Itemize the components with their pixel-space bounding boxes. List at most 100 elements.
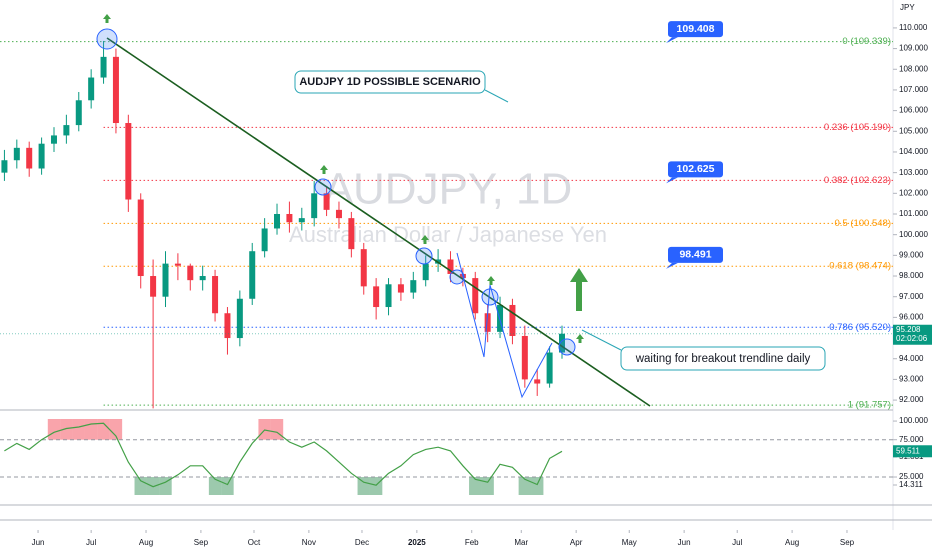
candle-body [261,228,268,252]
y-tick-label: 106.000 [899,106,928,115]
touch-circle [415,247,433,265]
candle-body [311,193,318,219]
overbought-zone [84,419,98,440]
candle-body [373,286,380,308]
oversold-zone [518,477,532,495]
candle-body [521,335,528,380]
x-tick-label: Apr [570,538,583,547]
touch-circle [449,269,465,285]
y-tick-label: 101.000 [899,209,928,218]
candle-body [472,278,479,314]
overbought-zone [60,419,73,440]
fib-label: 0.786 (95.520) [829,322,891,333]
arrow [103,14,111,23]
indicator-last-tag [893,445,932,458]
y-tick-label: 107.000 [899,85,928,94]
oversold-zone [208,477,222,495]
candle-body [100,56,107,78]
candle-body [360,249,367,287]
oversold-zone [221,477,234,495]
x-tick-label: Jun [678,538,691,547]
price-tag-tail [666,37,678,44]
oversold-zone [146,477,160,495]
candle-body [509,304,516,336]
small-arrows [103,14,588,343]
candle-body [335,209,342,219]
candle-body [199,276,206,281]
candle-body [298,218,305,223]
currency-label: JPY [900,3,915,12]
y-tick-label: 98.000 [899,271,924,280]
fib-label: 0.236 (105.190) [824,122,891,133]
candle-body [236,298,243,339]
candle-body [546,352,553,384]
last-price-tag [893,324,932,345]
candle-body [397,284,404,293]
candle-body [162,263,169,297]
y-tick-label: 103.000 [899,168,928,177]
fib-label: 0.382 (102.623) [824,175,891,186]
fib-label: 0 (109.339) [842,36,891,47]
overbought-zone [72,419,85,440]
annotation-box [620,346,826,371]
candle-body [484,313,491,332]
overbought-zone [97,419,110,440]
x-tick-label: Sep [194,538,209,547]
x-tick-label: Sep [840,538,855,547]
y-tick-label: 100.000 [899,230,928,239]
candle-body [112,56,119,124]
arrow [421,235,429,244]
fib-label: 0.618 (98.474) [829,261,891,272]
y-tick-label: 105.000 [899,126,928,135]
candle-body [274,213,281,229]
x-tick-label: Dec [355,538,369,547]
x-tick-label: Aug [785,538,799,547]
y-tick-label: 92.000 [899,395,924,404]
touch-circle [96,28,118,50]
y-tick-label: 93.000 [899,375,924,384]
candle-body [150,276,157,297]
candle-body [137,199,144,277]
x-tick-label: Jun [32,538,45,547]
y-tick-label: 96.000 [899,312,924,321]
x-tick-label: May [622,538,637,547]
y-tick-label: 108.000 [899,64,928,73]
touch-circle [481,288,499,306]
annotation: waiting for breakout trendline daily [635,353,811,365]
candle-body [323,193,330,210]
oversold-zone [159,477,172,495]
candle-body [13,147,20,161]
candle-body [286,213,293,223]
watermark-title: AUDJPY, 1D [324,165,573,214]
oversold-zone [469,477,482,495]
indicator-tick-label: 25.000 [899,472,924,481]
price-tag-label: 98.491 [679,249,711,261]
x-tick-label: Aug [139,538,153,547]
oversold-zone [481,477,494,495]
x-tick-label: Mar [514,538,528,547]
oversold-zone [369,477,383,495]
arrow [576,334,584,343]
y-tick-label: 102.000 [899,188,928,197]
price-tag [668,21,723,38]
candle-body [385,284,392,308]
oversold-zone [134,477,147,495]
y-tick-label: 110.000 [899,23,928,32]
candle-body [174,263,181,266]
x-tick-label: Jul [732,538,742,547]
overbought-zone [109,419,123,440]
candle-body [88,77,95,101]
oversold-zone [357,477,370,495]
annotation-pointer [581,329,622,351]
candle-body [38,143,45,169]
candle-body [125,123,132,200]
x-tick-label: 2025 [408,538,426,547]
candle-body [187,265,194,281]
candle-body [410,280,417,293]
y-tick-label: 104.000 [899,147,928,156]
candle-body [348,218,355,250]
oversold-zone [531,477,544,495]
arrow [320,165,328,174]
x-tick-label: Jul [86,538,96,547]
